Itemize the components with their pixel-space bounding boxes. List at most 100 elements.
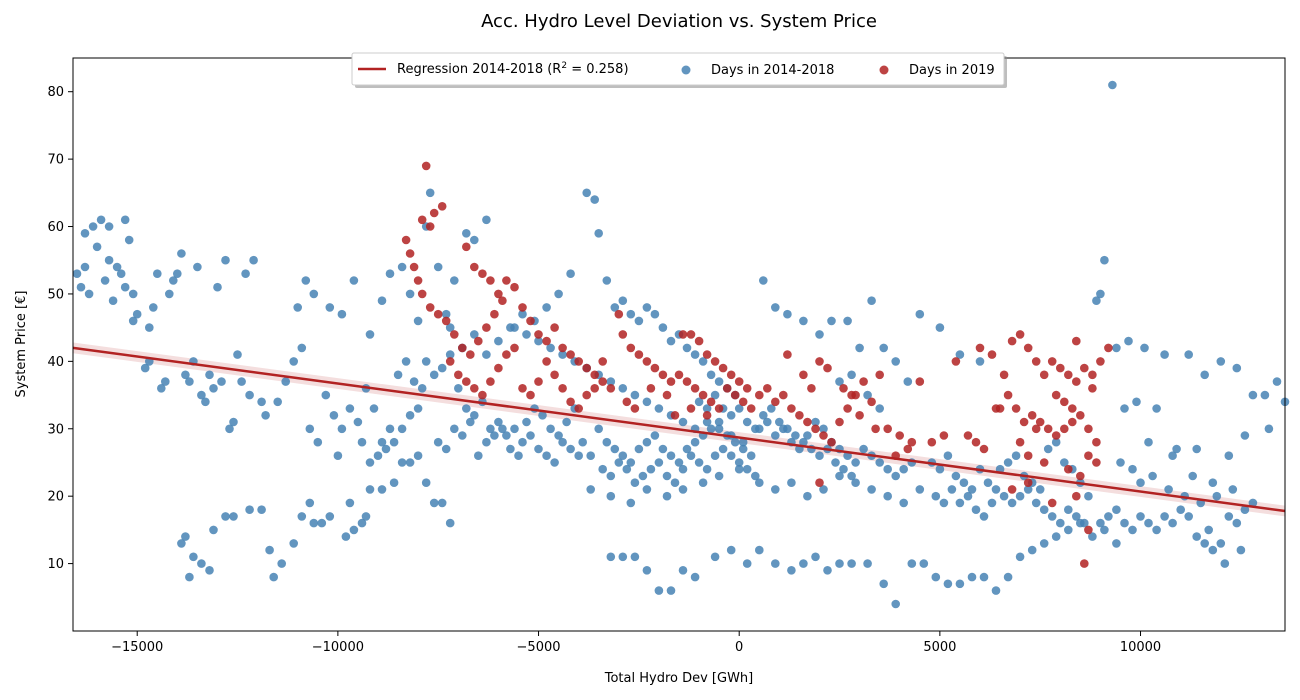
point-2019 [1031, 357, 1041, 366]
y-tick-label: 30 [47, 422, 64, 437]
point-2014-2018 [654, 404, 664, 413]
point-2014-2018 [1051, 532, 1061, 541]
point-2014-2018 [445, 323, 455, 332]
point-2014-2018 [586, 485, 595, 494]
point-2014-2018 [305, 424, 315, 434]
point-2019 [726, 370, 736, 380]
point-2019 [421, 161, 431, 171]
point-2019 [606, 384, 616, 393]
point-2019 [1035, 417, 1045, 427]
point-2014-2018 [522, 330, 531, 339]
point-2014-2018 [333, 451, 343, 461]
point-2014-2018 [349, 276, 359, 285]
point-2019 [855, 411, 864, 420]
point-2014-2018 [421, 357, 431, 366]
point-2019 [799, 370, 808, 380]
point-2019 [1056, 363, 1065, 373]
point-2014-2018 [979, 512, 989, 521]
point-2019 [417, 215, 427, 225]
legend-2019-label: Days in 2019 [909, 63, 995, 78]
point-2019 [1068, 404, 1077, 413]
point-2019 [618, 330, 628, 339]
point-2019 [1047, 498, 1057, 508]
point-2014-2018 [1007, 498, 1017, 508]
point-2014-2018 [558, 350, 567, 359]
point-2014-2018 [847, 559, 856, 568]
point-2019 [1011, 404, 1021, 413]
point-2014-2018 [710, 390, 720, 400]
point-2019 [971, 437, 981, 447]
point-2014-2018 [341, 532, 351, 541]
point-2019 [409, 262, 419, 272]
point-2019 [678, 330, 688, 339]
point-2014-2018 [482, 350, 491, 359]
point-2014-2018 [1064, 505, 1073, 514]
point-2014-2018 [185, 377, 194, 386]
point-2014-2018 [799, 316, 808, 326]
point-2014-2018 [249, 255, 258, 265]
point-2014-2018 [88, 222, 98, 231]
point-2019 [835, 417, 844, 427]
point-2014-2018 [678, 485, 688, 494]
point-2014-2018 [606, 491, 616, 501]
point-2014-2018 [494, 336, 503, 346]
point-2014-2018 [205, 566, 214, 575]
point-2014-2018 [401, 357, 411, 366]
point-2014-2018 [642, 397, 652, 407]
point-2014-2018 [859, 444, 868, 454]
point-2014-2018 [1216, 357, 1226, 366]
point-2014-2018 [759, 411, 768, 420]
point-2019 [871, 424, 880, 434]
point-2014-2018 [514, 451, 523, 461]
point-2014-2018 [116, 269, 126, 279]
point-2014-2018 [1003, 458, 1013, 467]
y-tick-label: 60 [47, 220, 64, 235]
point-2019 [1092, 437, 1101, 447]
point-2014-2018 [181, 532, 190, 541]
point-2019 [991, 404, 1001, 413]
series-2019-layer [401, 161, 1113, 568]
point-2014-2018 [915, 485, 925, 494]
point-2019 [1003, 390, 1013, 400]
point-2014-2018 [682, 343, 692, 353]
point-2019 [895, 431, 904, 440]
point-2019 [534, 330, 543, 339]
point-2014-2018 [610, 303, 620, 312]
point-2014-2018 [429, 370, 439, 380]
point-2014-2018 [104, 255, 114, 265]
point-2019 [417, 289, 427, 299]
point-2014-2018 [622, 464, 632, 474]
point-2014-2018 [1116, 458, 1125, 467]
point-2019 [867, 397, 876, 407]
point-2019 [1088, 384, 1097, 393]
point-2019 [975, 343, 985, 353]
point-2014-2018 [506, 444, 515, 454]
point-2019 [626, 343, 636, 353]
point-2014-2018 [626, 458, 636, 467]
point-2019 [1064, 464, 1073, 474]
point-2019 [598, 357, 607, 366]
point-2014-2018 [738, 437, 748, 447]
point-2014-2018 [883, 464, 892, 474]
point-2014-2018 [197, 390, 206, 400]
point-2014-2018 [755, 478, 764, 488]
point-2014-2018 [694, 397, 704, 407]
point-2014-2018 [128, 289, 138, 299]
point-2014-2018 [1112, 505, 1121, 514]
point-2014-2018 [955, 579, 965, 589]
point-2014-2018 [638, 471, 648, 481]
point-2019 [903, 444, 913, 454]
point-2014-2018 [899, 464, 908, 474]
point-2014-2018 [771, 559, 780, 568]
point-2014-2018 [991, 485, 1001, 494]
point-2019 [502, 350, 511, 359]
point-2019 [526, 316, 535, 326]
point-2014-2018 [1035, 485, 1045, 494]
point-2014-2018 [662, 491, 672, 501]
point-2014-2018 [389, 478, 399, 488]
point-2019 [698, 390, 708, 400]
point-2019 [883, 424, 892, 434]
point-2014-2018 [1003, 572, 1013, 582]
point-2014-2018 [943, 579, 953, 589]
point-2014-2018 [413, 404, 423, 413]
